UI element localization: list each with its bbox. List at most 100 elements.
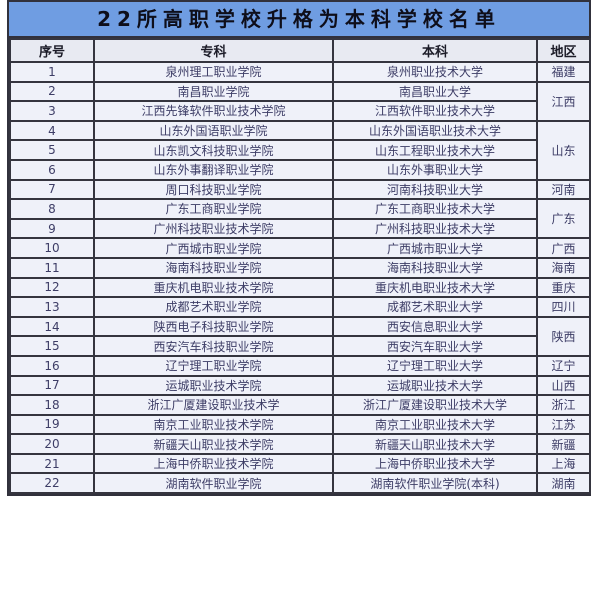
region-cell: 山东 <box>536 119 591 181</box>
region-cell: 山西 <box>536 374 591 397</box>
table-row: 22 湖南软件职业学院 湖南软件职业学院(本科) 湖南 <box>9 472 591 495</box>
table-row: 17 运城职业技术学院 运城职业技术大学 山西 <box>9 374 591 397</box>
header-row: 序号 专科 本科 地区 <box>9 38 591 63</box>
vocational-college-cell: 陕西电子科技职业学院 <box>93 315 334 338</box>
vocational-college-cell: 浙江广厦建设职业技术学 <box>93 394 334 416</box>
table-row: 5 山东凯文科技职业学院 山东工程职业技术大学 <box>9 139 590 161</box>
vocational-college-cell: 新疆天山职业技术学院 <box>93 433 334 455</box>
vocational-college-cell: 海南科技职业学院 <box>93 256 334 279</box>
undergraduate-university-cell: 成都艺术职业大学 <box>332 296 538 318</box>
header-serial-number: 序号 <box>9 38 95 63</box>
serial-number-cell: 2 <box>9 80 95 103</box>
header-undergraduate-university: 本科 <box>332 38 538 63</box>
undergraduate-university-cell: 广州科技职业技术大学 <box>332 217 538 240</box>
region-cell: 上海 <box>536 452 591 475</box>
serial-number-cell: 6 <box>9 158 95 181</box>
serial-number-cell: 4 <box>9 119 95 142</box>
undergraduate-university-cell: 泉州职业技术大学 <box>332 61 538 83</box>
region-cell: 江苏 <box>536 413 591 436</box>
region-cell: 海南 <box>536 256 591 279</box>
table-row: 11 海南科技职业学院 海南科技职业大学 海南 <box>9 256 591 279</box>
vocational-college-cell: 西安汽车科技职业学院 <box>93 335 334 357</box>
region-cell: 陕西 <box>536 315 591 357</box>
serial-number-cell: 22 <box>9 472 95 495</box>
region-cell: 江西 <box>536 80 591 122</box>
serial-number-cell: 16 <box>9 354 95 377</box>
upgrade-list-table: 22所高职学校升格为本科学校名单 序号 专科 本科 地区 1 泉州理工职业学院 泉州… <box>7 0 591 497</box>
vocational-college-cell: 南昌职业学院 <box>93 80 334 103</box>
vocational-college-cell: 湖南软件职业学院 <box>93 472 334 495</box>
vocational-college-cell: 上海中侨职业技术学院 <box>93 452 334 475</box>
region-cell: 重庆 <box>536 276 591 299</box>
serial-number-cell: 3 <box>9 100 95 122</box>
vocational-college-cell: 南京工业职业技术学院 <box>93 413 334 436</box>
table-row: 3 江西先锋软件职业技术学院 江西软件职业技术大学 <box>9 100 590 122</box>
vocational-college-cell: 泉州理工职业学院 <box>93 61 334 83</box>
serial-number-cell: 19 <box>9 413 95 436</box>
header-region: 地区 <box>536 38 591 63</box>
table-row: 7 周口科技职业学院 河南科技职业大学 河南 <box>9 178 591 201</box>
undergraduate-university-cell: 西安信息职业大学 <box>332 315 538 338</box>
table-row: 1 泉州理工职业学院 泉州职业技术大学 福建 <box>9 61 591 83</box>
undergraduate-university-cell: 运城职业技术大学 <box>332 374 538 397</box>
table-row: 19 南京工业职业技术学院 南京工业职业技术大学 江苏 <box>9 413 591 436</box>
vocational-college-cell: 广东工商职业学院 <box>93 198 334 220</box>
undergraduate-university-cell: 西安汽车职业大学 <box>332 335 538 357</box>
serial-number-cell: 20 <box>9 433 95 455</box>
vocational-college-cell: 山东凯文科技职业学院 <box>93 139 334 161</box>
serial-number-cell: 7 <box>9 178 95 201</box>
region-cell: 福建 <box>536 61 591 83</box>
vocational-college-cell: 广西城市职业学院 <box>93 237 334 259</box>
undergraduate-university-cell: 江西软件职业技术大学 <box>332 100 538 122</box>
table-row: 20 新疆天山职业技术学院 新疆天山职业技术大学 新疆 <box>9 433 591 455</box>
table-row: 14 陕西电子科技职业学院 西安信息职业大学 陕西 <box>9 315 591 357</box>
region-cell: 湖南 <box>536 472 591 495</box>
vocational-college-cell: 辽宁理工职业学院 <box>93 354 334 377</box>
undergraduate-university-cell: 上海中侨职业技术大学 <box>332 452 538 475</box>
header-vocational-college: 专科 <box>93 38 334 63</box>
undergraduate-university-cell: 南京工业职业技术大学 <box>332 413 538 436</box>
undergraduate-university-cell: 海南科技职业大学 <box>332 256 538 279</box>
vocational-college-cell: 周口科技职业学院 <box>93 178 334 201</box>
table-row: 18 浙江广厦建设职业技术学 浙江广厦建设职业技术大学 浙江 <box>9 394 591 416</box>
vocational-college-cell: 运城职业技术学院 <box>93 374 334 397</box>
undergraduate-university-cell: 河南科技职业大学 <box>332 178 538 201</box>
region-cell: 河南 <box>536 178 591 201</box>
table-row: 12 重庆机电职业技术学院 重庆机电职业技术大学 重庆 <box>9 276 591 299</box>
serial-number-cell: 8 <box>9 198 95 220</box>
serial-number-cell: 9 <box>9 217 95 240</box>
serial-number-cell: 11 <box>9 256 95 279</box>
undergraduate-university-cell: 山东外国语职业技术大学 <box>332 119 538 142</box>
vocational-college-cell: 广州科技职业技术学院 <box>93 217 334 240</box>
serial-number-cell: 1 <box>9 61 95 83</box>
undergraduate-university-cell: 南昌职业大学 <box>332 80 538 103</box>
page-title: 22所高职学校升格为本科学校名单 <box>9 2 589 38</box>
schools-table: 序号 专科 本科 地区 1 泉州理工职业学院 泉州职业技术大学 福建 2 南昌职业学院 南昌… <box>9 38 591 495</box>
undergraduate-university-cell: 新疆天山职业技术大学 <box>332 433 538 455</box>
serial-number-cell: 21 <box>9 452 95 475</box>
table-row: 15 西安汽车科技职业学院 西安汽车职业大学 <box>9 335 590 357</box>
table-row: 8 广东工商职业学院 广东工商职业技术大学 广东 <box>9 198 591 240</box>
undergraduate-university-cell: 辽宁理工职业大学 <box>332 354 538 377</box>
vocational-college-cell: 重庆机电职业技术学院 <box>93 276 334 299</box>
serial-number-cell: 5 <box>9 139 95 161</box>
serial-number-cell: 17 <box>9 374 95 397</box>
undergraduate-university-cell: 广西城市职业大学 <box>332 237 538 259</box>
table-row: 6 山东外事翻译职业学院 山东外事职业大学 <box>9 158 590 181</box>
vocational-college-cell: 山东外国语职业学院 <box>93 119 334 142</box>
undergraduate-university-cell: 浙江广厦建设职业技术大学 <box>332 394 538 416</box>
serial-number-cell: 12 <box>9 276 95 299</box>
table-row: 4 山东外国语职业学院 山东外国语职业技术大学 山东 <box>9 119 591 181</box>
table-row: 10 广西城市职业学院 广西城市职业大学 广西 <box>9 237 591 259</box>
undergraduate-university-cell: 湖南软件职业学院(本科) <box>332 472 538 495</box>
serial-number-cell: 18 <box>9 394 95 416</box>
table-row: 16 辽宁理工职业学院 辽宁理工职业大学 辽宁 <box>9 354 591 377</box>
region-cell: 浙江 <box>536 394 591 416</box>
serial-number-cell: 13 <box>9 296 95 318</box>
undergraduate-university-cell: 重庆机电职业技术大学 <box>332 276 538 299</box>
undergraduate-university-cell: 广东工商职业技术大学 <box>332 198 538 220</box>
undergraduate-university-cell: 山东外事职业大学 <box>332 158 538 181</box>
serial-number-cell: 10 <box>9 237 95 259</box>
vocational-college-cell: 江西先锋软件职业技术学院 <box>93 100 334 122</box>
vocational-college-cell: 成都艺术职业学院 <box>93 296 334 318</box>
